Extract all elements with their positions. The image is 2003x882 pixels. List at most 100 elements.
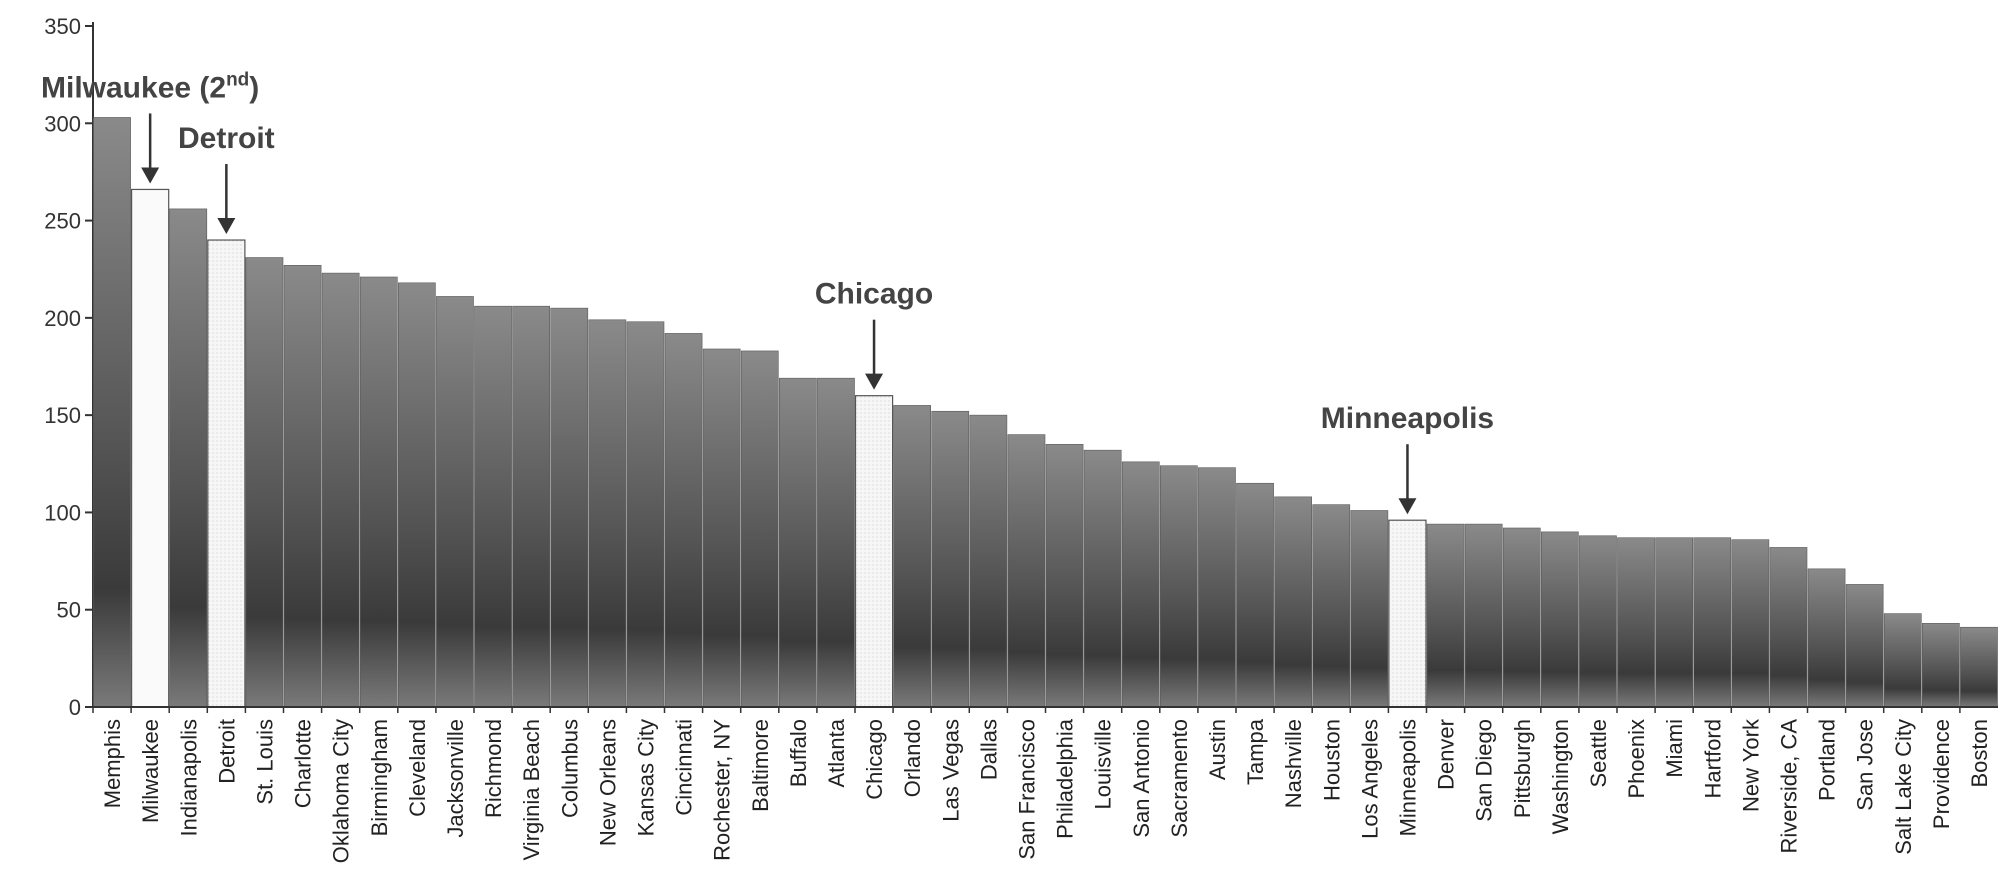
bar-baltimore: [740, 350, 779, 708]
annotation-label-minneapolis: Minneapolis: [1321, 402, 1494, 435]
x-tick-label: Rochester, NY: [710, 719, 735, 861]
y-tick-label: 0: [69, 695, 81, 720]
bar-portland: [1807, 568, 1846, 708]
x-tick-label: Phoenix: [1624, 719, 1649, 799]
bar-cleveland: [397, 282, 436, 708]
bar-detroit: [207, 239, 246, 708]
bar-dallas: [969, 414, 1008, 708]
x-tick-label: Jacksonville: [443, 719, 468, 838]
x-tick-label: Atlanta: [824, 718, 849, 787]
x-tick-label: San Francisco: [1014, 719, 1039, 860]
x-tick-label: Charlotte: [291, 719, 316, 808]
bar-tampa: [1236, 482, 1274, 708]
bar-virginia-beach: [512, 305, 550, 708]
bar-milwaukee: [131, 188, 170, 708]
bar-riverside-ca: [1769, 547, 1808, 708]
bar-indianapolis: [169, 208, 208, 708]
x-tick-label: Milwaukee: [138, 719, 163, 823]
annotation-arrowhead: [865, 373, 884, 390]
bar-kansas-city: [626, 321, 665, 708]
bar-orlando: [893, 405, 931, 708]
bar-los-angeles: [1350, 510, 1389, 708]
x-tick-label: Richmond: [481, 719, 506, 818]
annotation-label-chicago: Chicago: [815, 278, 933, 311]
x-tick-label: San Diego: [1472, 719, 1497, 822]
y-tick-label: 50: [57, 598, 81, 623]
x-tick-label: Austin: [1205, 719, 1230, 780]
x-tick-label: Riverside, CA: [1776, 719, 1801, 854]
x-tick-label: Baltimore: [748, 719, 773, 812]
y-tick-label: 350: [44, 14, 81, 39]
x-tick-label: Dallas: [976, 719, 1001, 780]
x-tick-label: Chicago: [862, 719, 887, 800]
x-tick-label: Columbus: [557, 719, 582, 818]
x-tick-label: Memphis: [100, 719, 125, 808]
bar-atlanta: [817, 377, 855, 708]
bar-las-vegas: [931, 410, 970, 708]
x-tick-label: Cincinnati: [672, 719, 697, 816]
annotation-arrowhead: [141, 167, 160, 184]
x-tick-label: Cleveland: [405, 719, 430, 817]
bar-buffalo: [778, 377, 817, 708]
bar-chicago: [854, 395, 894, 708]
bar-miami: [1655, 537, 1693, 708]
x-tick-label: New York: [1738, 718, 1763, 812]
bar-houston: [1312, 504, 1351, 708]
bar-seattle: [1579, 535, 1617, 708]
x-tick-label: Sacramento: [1167, 719, 1192, 838]
bar-memphis: [93, 117, 131, 708]
x-tick-label: Indianapolis: [176, 719, 201, 836]
bar-san-francisco: [1007, 434, 1046, 708]
bar-washington: [1541, 531, 1579, 708]
x-tick-label: San Antonio: [1129, 719, 1154, 838]
bar-jacksonville: [436, 296, 474, 708]
bar-louisville: [1083, 449, 1122, 708]
bar-st-louis: [245, 257, 284, 708]
annotation-arrowhead: [1398, 498, 1417, 515]
y-tick-label: 150: [44, 403, 81, 428]
x-tick-label: Las Vegas: [938, 719, 963, 822]
x-tick-label: Kansas City: [633, 719, 658, 836]
bar-rochester-ny: [702, 348, 741, 708]
bar-denver: [1426, 523, 1465, 708]
bar-charlotte: [283, 265, 322, 708]
x-tick-label: Oklahoma City: [329, 719, 354, 863]
annotation-arrowhead: [217, 218, 236, 235]
bar-new-orleans: [588, 319, 627, 708]
x-tick-label: Denver: [1434, 719, 1459, 790]
x-tick-label: Nashville: [1281, 719, 1306, 808]
bar-san-antonio: [1121, 461, 1160, 708]
x-tick-label: Providence: [1929, 719, 1954, 829]
x-tick-label: New Orleans: [595, 719, 620, 846]
x-tick-label: Salt Lake City: [1891, 719, 1916, 855]
bar-hartford: [1693, 537, 1732, 708]
y-tick-label: 250: [44, 209, 81, 234]
bar-san-jose: [1845, 584, 1884, 708]
x-tick-label: San Jose: [1853, 719, 1878, 811]
x-tick-label: Orlando: [900, 719, 925, 797]
x-tick-label: Portland: [1815, 719, 1840, 801]
bar-birmingham: [359, 276, 398, 708]
annotations: Milwaukee (2nd) Detroit Chicago Minneapolis: [41, 69, 1494, 515]
bar-boston: [1960, 626, 1998, 708]
y-tick-label: 300: [44, 111, 81, 136]
bar-salt-lake-city: [1883, 613, 1922, 708]
x-tick-label: St. Louis: [252, 719, 277, 805]
bar-columbus: [550, 307, 589, 708]
y-tick-label: 200: [44, 306, 81, 331]
x-tick-label: Hartford: [1700, 719, 1725, 798]
bar-philadelphia: [1045, 444, 1084, 708]
x-tick-label: Minneapolis: [1395, 719, 1420, 836]
x-tick-label: Pittsburgh: [1510, 719, 1535, 818]
bar-sacramento: [1160, 465, 1198, 708]
bar-new-york: [1731, 539, 1770, 708]
bar-richmond: [474, 305, 512, 708]
y-tick-label: 100: [44, 500, 81, 525]
x-tick-label: Birmingham: [367, 719, 392, 836]
annotation-label-milwaukee: Milwaukee (2nd): [41, 69, 259, 104]
x-tick-label: Los Angeles: [1357, 719, 1382, 839]
x-tick-label: Louisville: [1091, 719, 1116, 810]
x-tick-label: Houston: [1319, 719, 1344, 801]
x-tick-label: Tampa: [1243, 718, 1268, 785]
bar-pittsburgh: [1502, 527, 1541, 708]
